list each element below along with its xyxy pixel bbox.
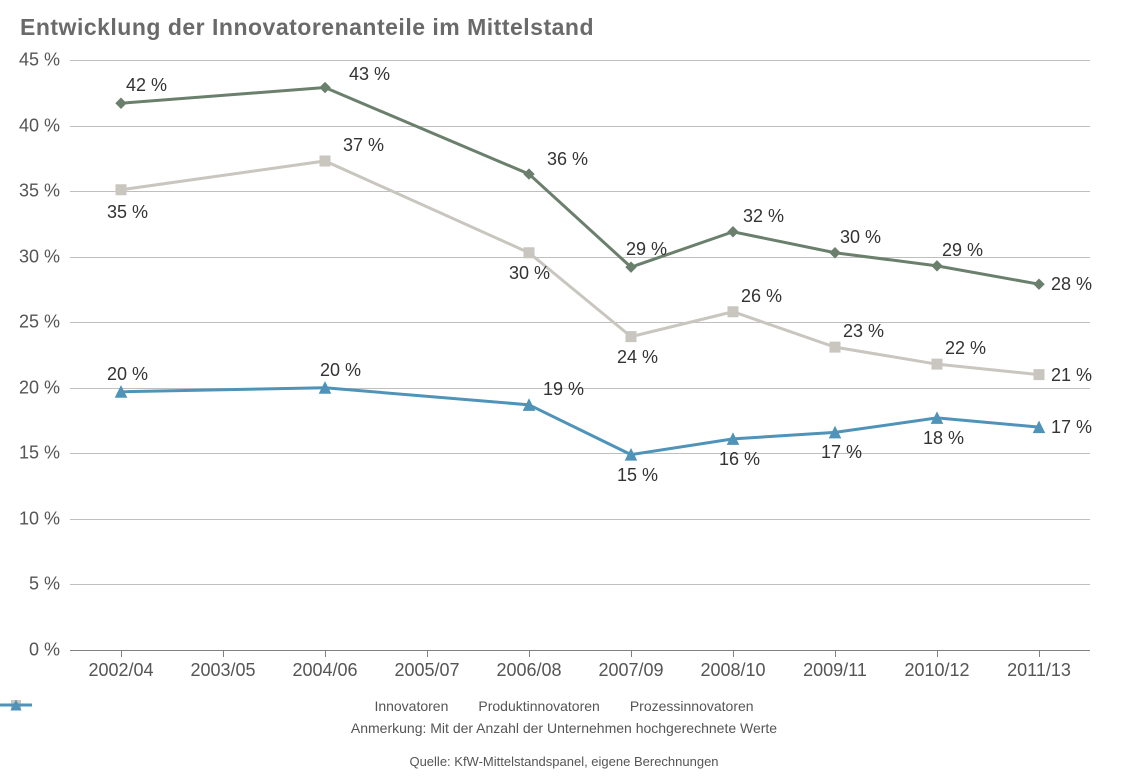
y-axis-labels: 0 %5 %10 %15 %20 %25 %30 %35 %40 %45 % xyxy=(0,60,60,650)
data-label: 32 % xyxy=(743,206,784,227)
x-tick xyxy=(529,650,530,657)
x-tick-label: 2004/06 xyxy=(292,660,357,681)
chart-source: Quelle: KfW-Mittelstandspanel, eigene Be… xyxy=(0,754,1128,769)
y-tick-label: 30 % xyxy=(19,246,60,267)
legend-item: Innovatoren xyxy=(374,698,448,714)
data-label: 20 % xyxy=(107,364,148,385)
chart-note: Anmerkung: Mit der Anzahl der Unternehme… xyxy=(0,720,1128,736)
y-tick-label: 5 % xyxy=(29,574,60,595)
series-marker xyxy=(524,248,534,258)
y-tick-label: 0 % xyxy=(29,640,60,661)
x-tick-label: 2005/07 xyxy=(394,660,459,681)
data-label: 20 % xyxy=(320,360,361,381)
series-line-1 xyxy=(121,161,1039,375)
series-marker xyxy=(116,185,126,195)
data-label: 35 % xyxy=(107,202,148,223)
x-tick xyxy=(937,650,938,657)
y-tick-label: 40 % xyxy=(19,115,60,136)
data-label: 43 % xyxy=(349,64,390,85)
data-label: 22 % xyxy=(945,338,986,359)
data-label: 29 % xyxy=(626,239,667,260)
series-marker xyxy=(1034,370,1044,380)
chart-legend: Innovatoren Produktinnovatoren Prozessinno… xyxy=(0,698,1128,714)
series-marker xyxy=(932,261,942,271)
x-tick xyxy=(121,650,122,657)
legend-label: Prozessinnovatoren xyxy=(630,698,754,714)
data-label: 18 % xyxy=(923,428,964,449)
data-label: 24 % xyxy=(617,347,658,368)
y-tick-label: 35 % xyxy=(19,181,60,202)
data-label: 37 % xyxy=(343,135,384,156)
data-label: 36 % xyxy=(547,149,588,170)
page-title: Entwicklung der Innovatorenanteile im Mi… xyxy=(20,14,594,41)
series-marker xyxy=(1034,279,1044,289)
x-tick xyxy=(631,650,632,657)
y-tick-label: 25 % xyxy=(19,312,60,333)
series-marker xyxy=(116,98,126,108)
data-label: 30 % xyxy=(509,263,550,284)
chart-plot-area: 42 % 43 % 36 % 29 % 32 % 30 % 29 % 28 % 35 % 37 %… xyxy=(70,60,1090,650)
data-label: 26 % xyxy=(741,286,782,307)
data-label: 29 % xyxy=(942,240,983,261)
legend-item: Produktinnovatoren xyxy=(478,698,599,714)
x-tick xyxy=(835,650,836,657)
legend-swatch xyxy=(0,698,32,712)
data-label: 23 % xyxy=(843,321,884,342)
data-label: 21 % xyxy=(1051,365,1092,386)
series-marker xyxy=(626,332,636,342)
data-label: 17 % xyxy=(821,442,862,463)
x-tick-label: 2006/08 xyxy=(496,660,561,681)
data-label: 16 % xyxy=(719,449,760,470)
data-label: 42 % xyxy=(126,75,167,96)
data-label: 19 % xyxy=(543,379,584,400)
data-label: 30 % xyxy=(840,227,881,248)
series-line-0 xyxy=(121,88,1039,285)
data-label: 17 % xyxy=(1051,417,1092,438)
x-tick-label: 2007/09 xyxy=(598,660,663,681)
legend-item: Prozessinnovatoren xyxy=(630,698,754,714)
legend-label: Produktinnovatoren xyxy=(478,698,599,714)
x-tick-label: 2011/13 xyxy=(1007,660,1071,681)
x-tick-label: 2003/05 xyxy=(190,660,255,681)
x-tick-label: 2002/04 xyxy=(88,660,153,681)
data-label: 15 % xyxy=(617,465,658,486)
x-tick xyxy=(325,650,326,657)
y-tick-label: 10 % xyxy=(19,508,60,529)
series-marker xyxy=(932,359,942,369)
x-tick xyxy=(427,650,428,657)
x-axis-labels: 2002/04 2003/05 2004/06 2005/07 2006/08 2007/… xyxy=(70,660,1090,690)
series-marker xyxy=(728,227,738,237)
x-tick-label: 2010/12 xyxy=(904,660,969,681)
x-tick-label: 2009/11 xyxy=(803,660,867,681)
x-tick xyxy=(733,650,734,657)
series-marker xyxy=(728,307,738,317)
y-tick-label: 45 % xyxy=(19,50,60,71)
series-marker xyxy=(830,248,840,258)
x-tick xyxy=(1039,650,1040,657)
x-tick xyxy=(223,650,224,657)
series-marker xyxy=(320,83,330,93)
y-tick-label: 20 % xyxy=(19,377,60,398)
y-tick-label: 15 % xyxy=(19,443,60,464)
data-label: 28 % xyxy=(1051,274,1092,295)
legend-label: Innovatoren xyxy=(374,698,448,714)
series-marker xyxy=(830,342,840,352)
series-marker xyxy=(320,156,330,166)
x-tick-label: 2008/10 xyxy=(700,660,765,681)
